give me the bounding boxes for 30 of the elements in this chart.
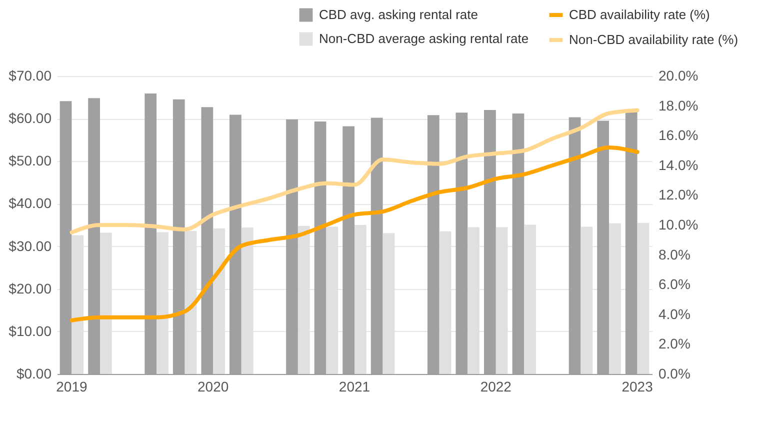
- y2-tick-label: 8.0%: [658, 246, 690, 262]
- y2-tick-label: 12.0%: [658, 186, 698, 203]
- y-tick-label: $10.00: [8, 322, 52, 339]
- y-tick-label: $30.00: [8, 238, 52, 254]
- y2-tick-label: 14.0%: [658, 156, 698, 173]
- y-tick-label: $0.00: [16, 366, 52, 382]
- legend-label: Non-CBD availability rate (%): [569, 32, 738, 47]
- y-tick-label: $40.00: [8, 195, 52, 212]
- y2-tick-label: 10.0%: [658, 216, 698, 232]
- y2-tick-label: 18.0%: [658, 97, 698, 114]
- legend-label: CBD avg. asking rental rate: [319, 7, 478, 22]
- y2-tick-label: 20.0%: [658, 68, 698, 84]
- y2-tick-label: 0.0%: [658, 366, 690, 382]
- x-tick-label: 2023: [622, 378, 654, 394]
- x-tick-label: 2019: [56, 378, 88, 394]
- line-series: [70, 146, 640, 322]
- x-tick-label: 2021: [338, 378, 370, 394]
- y-tick-label: $50.00: [8, 152, 52, 169]
- legend-label: Non-CBD average asking rental rate: [319, 31, 529, 46]
- y-tick-label: $70.00: [8, 68, 52, 84]
- line-series: [70, 108, 640, 234]
- x-tick-label: 2022: [480, 378, 512, 394]
- y2-tick-label: 4.0%: [658, 306, 690, 322]
- y-tick-label: $20.00: [8, 280, 52, 296]
- x-tick-label: 2020: [198, 378, 229, 394]
- y2-tick-label: 2.0%: [658, 336, 690, 352]
- y2-tick-label: 6.0%: [658, 276, 690, 292]
- y-tick-label: $60.00: [8, 110, 52, 126]
- legend-label: CBD availability rate (%): [569, 7, 710, 22]
- y2-tick-label: 16.0%: [658, 127, 698, 144]
